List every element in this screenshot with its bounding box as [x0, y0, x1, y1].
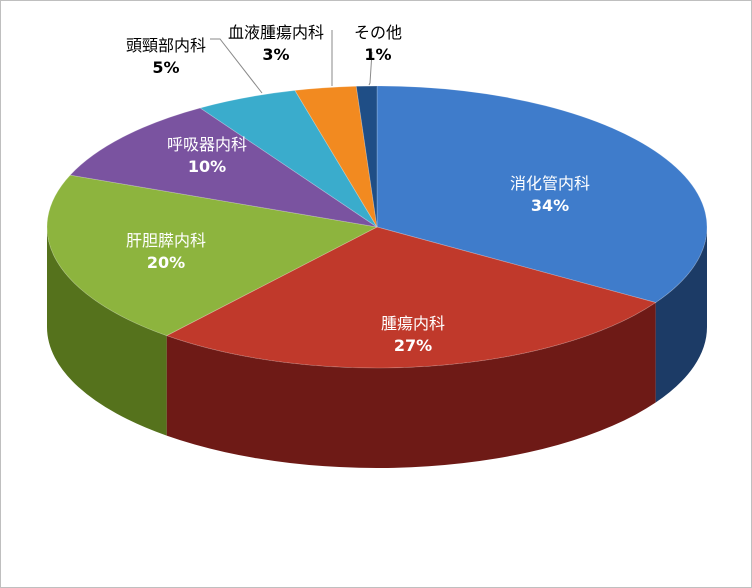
slice-value-5: 5%	[152, 58, 179, 77]
pie-tops	[46, 85, 708, 369]
slice-value-2: 27%	[394, 336, 432, 355]
pie-sides	[47, 227, 707, 468]
leader-line-5	[210, 38, 263, 94]
slice-category-2: 腫瘍内科	[381, 314, 445, 333]
slice-value-1: 34%	[531, 196, 569, 215]
slice-label-2: 腫瘍内科 27%	[381, 314, 445, 355]
pie-slice-7	[355, 85, 378, 228]
slice-value-6: 3%	[262, 45, 289, 64]
slice-value-3: 20%	[147, 253, 185, 272]
slice-category-3: 肝胆膵内科	[126, 231, 206, 250]
slice-category-7: その他	[354, 23, 402, 42]
slice-label-4: 呼吸器内科 10%	[167, 135, 247, 176]
slice-category-6: 血液腫瘍内科	[228, 23, 324, 42]
pie-slice-3	[46, 174, 379, 337]
pie-slice-1	[376, 85, 708, 303]
leader-lines	[210, 30, 373, 94]
pie-slice-2	[165, 226, 657, 369]
pie-side-2	[166, 302, 656, 468]
slice-label-3: 肝胆膵内科 20%	[126, 231, 206, 272]
slice-category-5: 頭頸部内科	[126, 36, 206, 55]
pie-side-3	[47, 227, 167, 436]
slice-value-4: 10%	[188, 157, 226, 176]
slice-label-6: 血液腫瘍内科 3%	[228, 23, 324, 64]
pie-slice-6	[294, 85, 378, 228]
pie-slice-5	[199, 90, 378, 228]
slice-value-7: 1%	[364, 45, 391, 64]
pie-side-1	[655, 227, 707, 403]
slice-category-4: 呼吸器内科	[167, 135, 247, 154]
slice-category-1: 消化管内科	[510, 174, 590, 193]
slice-label-1: 消化管内科 34%	[510, 174, 590, 215]
slice-label-5: 頭頸部内科 5%	[126, 36, 206, 77]
leader-line-7	[368, 51, 373, 86]
pie-slice-4	[69, 107, 378, 228]
slice-labels: 消化管内科 34% 腫瘍内科 27% 肝胆膵内科 20% 呼吸器内科 10% 頭頸部内科 5% 血液…	[126, 23, 590, 355]
slice-label-7: その他 1%	[354, 23, 402, 64]
